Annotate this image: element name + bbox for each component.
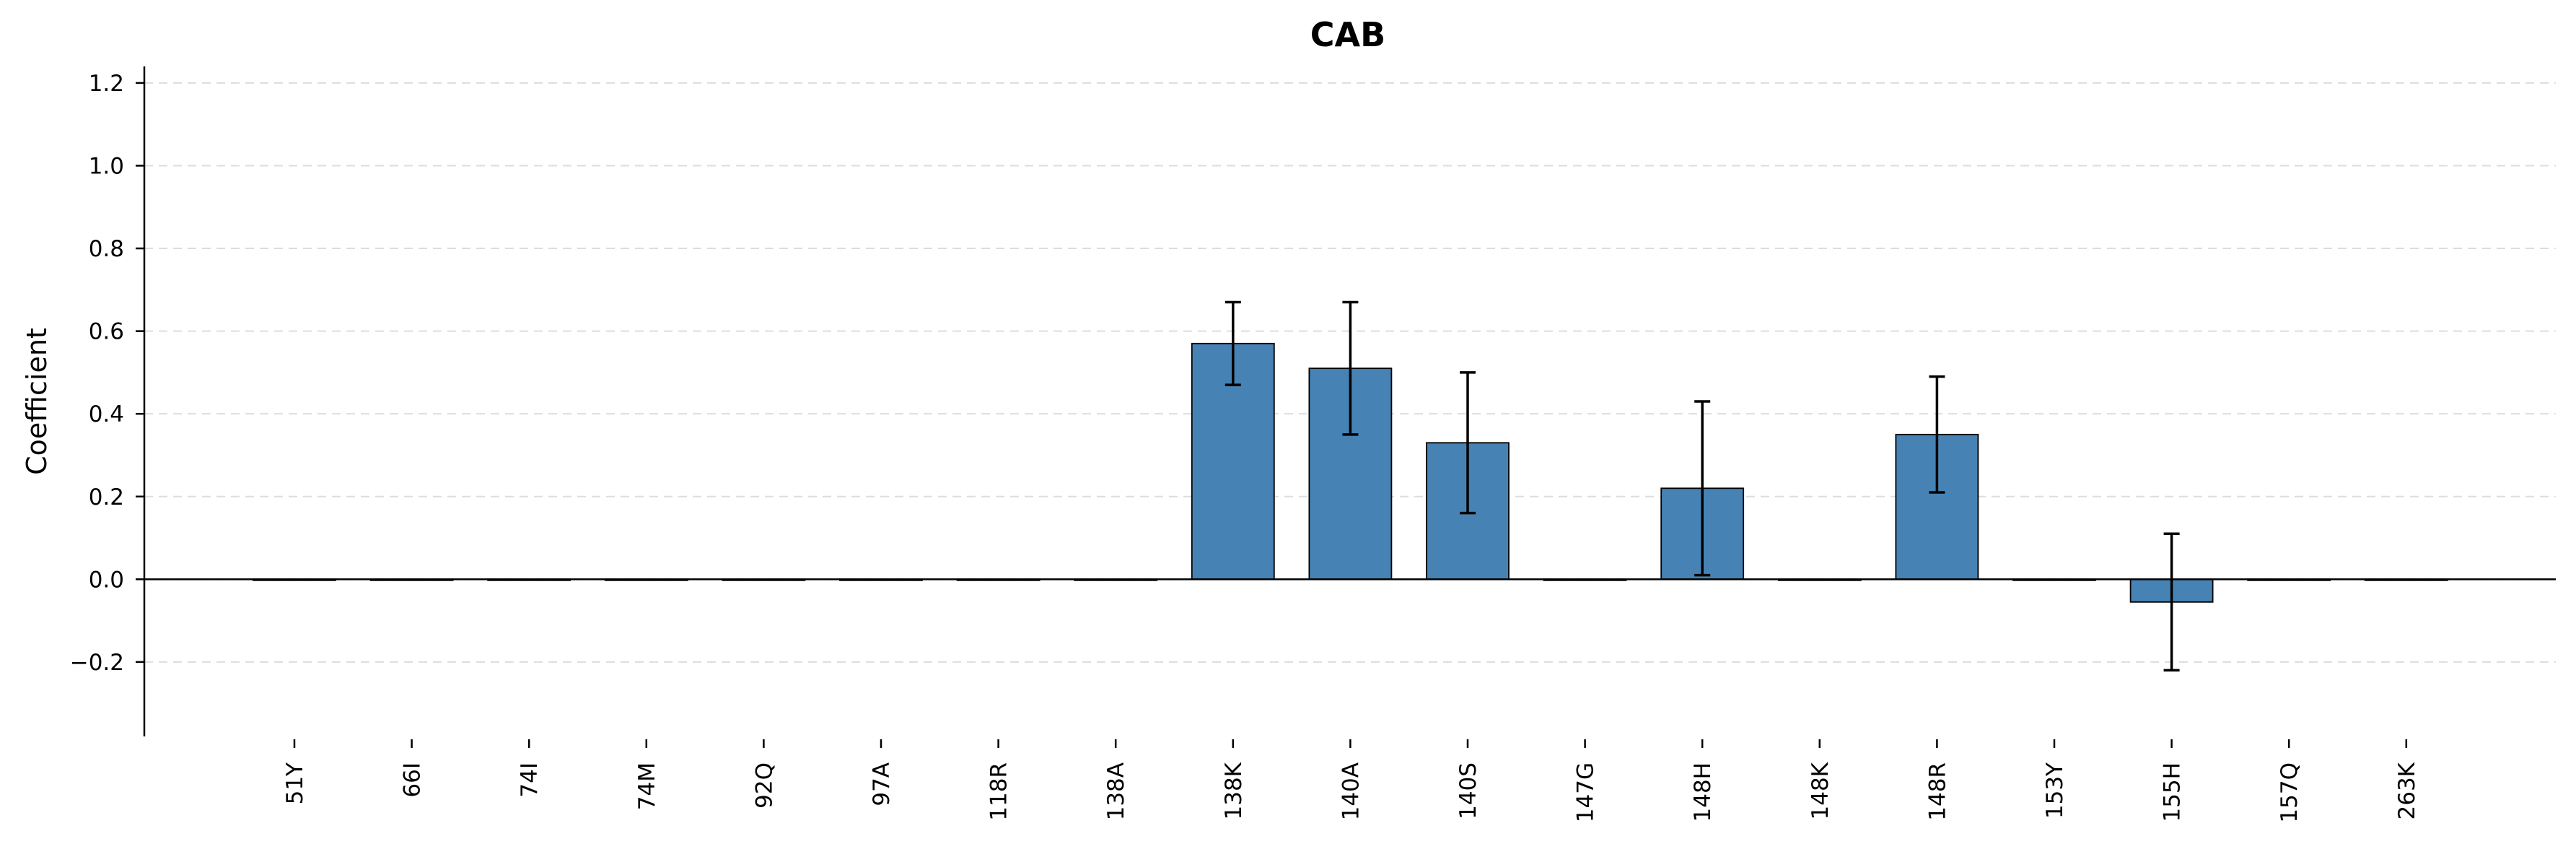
y-tick-label: 1.2 [89,71,124,97]
x-tick-label: 148K [1808,762,1834,819]
x-tick-label: 97A [869,762,895,806]
y-axis-label: Coefficient [21,328,53,475]
x-tick-label: 140A [1338,762,1364,820]
y-tick-label: 0.0 [89,567,124,593]
x-tick-label: 148H [1690,762,1716,822]
bars [253,300,2448,672]
x-tick-label: 155H [2160,762,2186,822]
y-tick-label: −0.2 [70,650,124,676]
y-tick-label: 0.6 [89,319,124,345]
y-tick-label: 0.4 [89,401,124,427]
axes [143,66,2556,736]
x-tick-label: 74I [517,762,543,798]
x-tick-label: 118R [986,762,1012,821]
y-tick-label: 1.0 [89,153,124,179]
y-tick-label: 0.2 [89,484,124,510]
x-tick-label: 51Y [282,762,308,804]
x-axis-ticks: 51Y 66I 74I 74M 92Q 97A 118R 138A 138K 140A 140S 14… [282,739,2420,823]
y-tick-label: 0.8 [89,236,124,262]
y-axis-ticks: −0.2 0.0 0.2 0.4 0.6 0.8 1.0 1.2 [70,71,144,676]
x-tick-label: 138A [1103,762,1129,820]
x-tick-label: 138K [1221,762,1247,819]
x-tick-label: 66I [400,762,426,798]
x-tick-label: 74M [634,762,660,810]
x-tick-label: 263K [2394,762,2420,819]
x-tick-label: 153Y [2042,762,2068,819]
x-tick-label: 140S [1455,762,1481,819]
chart-title: CAB [1310,15,1385,54]
x-tick-label: 147G [1573,762,1599,822]
x-tick-label: 148R [1924,762,1950,821]
x-tick-label: 92Q [751,762,777,809]
x-tick-label: 157Q [2277,762,2303,823]
